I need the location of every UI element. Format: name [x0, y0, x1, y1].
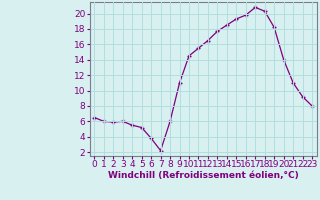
- X-axis label: Windchill (Refroidissement éolien,°C): Windchill (Refroidissement éolien,°C): [108, 171, 299, 180]
